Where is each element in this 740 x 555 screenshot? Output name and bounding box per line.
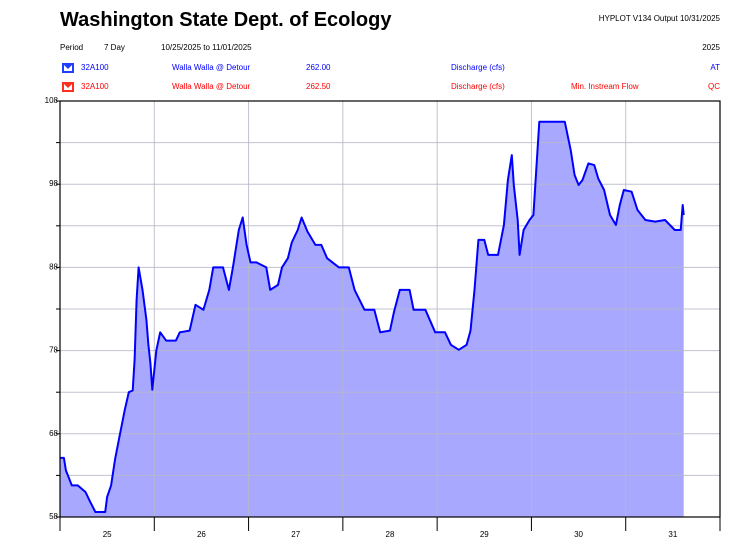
plot-frame: [59, 100, 721, 518]
discharge-area: [60, 121, 684, 518]
legend-station: 32A100: [81, 82, 109, 91]
legend-code: 262.00: [306, 63, 331, 72]
x-tick-label: 31: [668, 530, 677, 539]
legend-flag: QC: [708, 82, 720, 91]
y-tick-label: 98: [49, 179, 58, 188]
period-label: Period: [60, 43, 84, 52]
y-tick-label: 58: [49, 512, 58, 521]
y-tick-label: 88: [49, 262, 58, 271]
x-tick-label: 29: [480, 530, 489, 539]
legend-name: Walla Walla @ Detour: [172, 82, 251, 91]
legend-extra: Min. Instream Flow: [571, 82, 639, 91]
x-tick-label: 27: [291, 530, 300, 539]
period-value: 7 Day: [104, 43, 125, 52]
x-tick-label: 26: [197, 530, 206, 539]
x-tick-label: 30: [574, 530, 583, 539]
y-tick-label: 108: [45, 96, 59, 105]
hydrograph-icon: [62, 63, 74, 73]
page-title: Washington State Dept. of Ecology: [60, 9, 392, 31]
year-label: 2025: [702, 43, 720, 52]
legend-parameter: Discharge (cfs): [451, 63, 505, 72]
legend-code: 262.50: [306, 82, 331, 91]
legend-name: Walla Walla @ Detour: [172, 63, 251, 72]
legend-flag: AT: [710, 63, 720, 72]
y-tick-label: 68: [49, 429, 58, 438]
x-tick-label: 25: [103, 530, 112, 539]
discharge-line: [60, 120, 685, 513]
date-range: 10/25/2025 to 11/01/2025: [161, 43, 252, 52]
legend-station: 32A100: [81, 63, 109, 72]
y-tick-label: 78: [49, 346, 58, 355]
x-tick-label: 28: [386, 530, 395, 539]
legend-parameter: Discharge (cfs): [451, 82, 505, 91]
hydrograph-icon: [62, 82, 74, 92]
version-output-label: HYPLOT V134 Output 10/31/2025: [598, 14, 720, 23]
